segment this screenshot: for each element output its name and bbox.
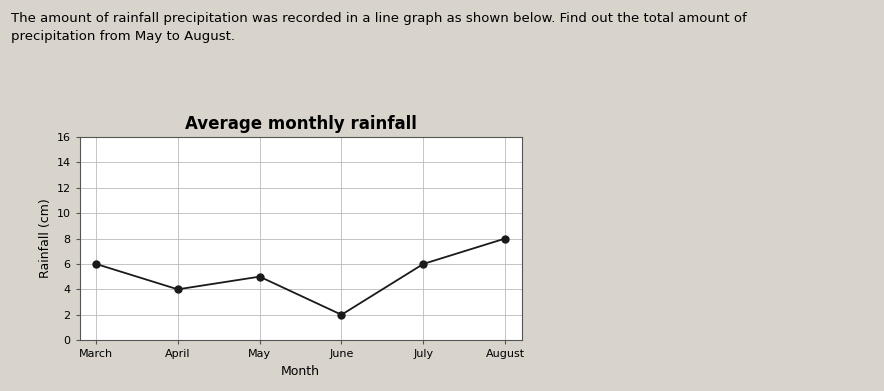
Title: Average monthly rainfall: Average monthly rainfall	[185, 115, 416, 133]
Y-axis label: Rainfall (cm): Rainfall (cm)	[39, 199, 52, 278]
X-axis label: Month: Month	[281, 365, 320, 378]
Text: The amount of rainfall precipitation was recorded in a line graph as shown below: The amount of rainfall precipitation was…	[11, 12, 746, 43]
